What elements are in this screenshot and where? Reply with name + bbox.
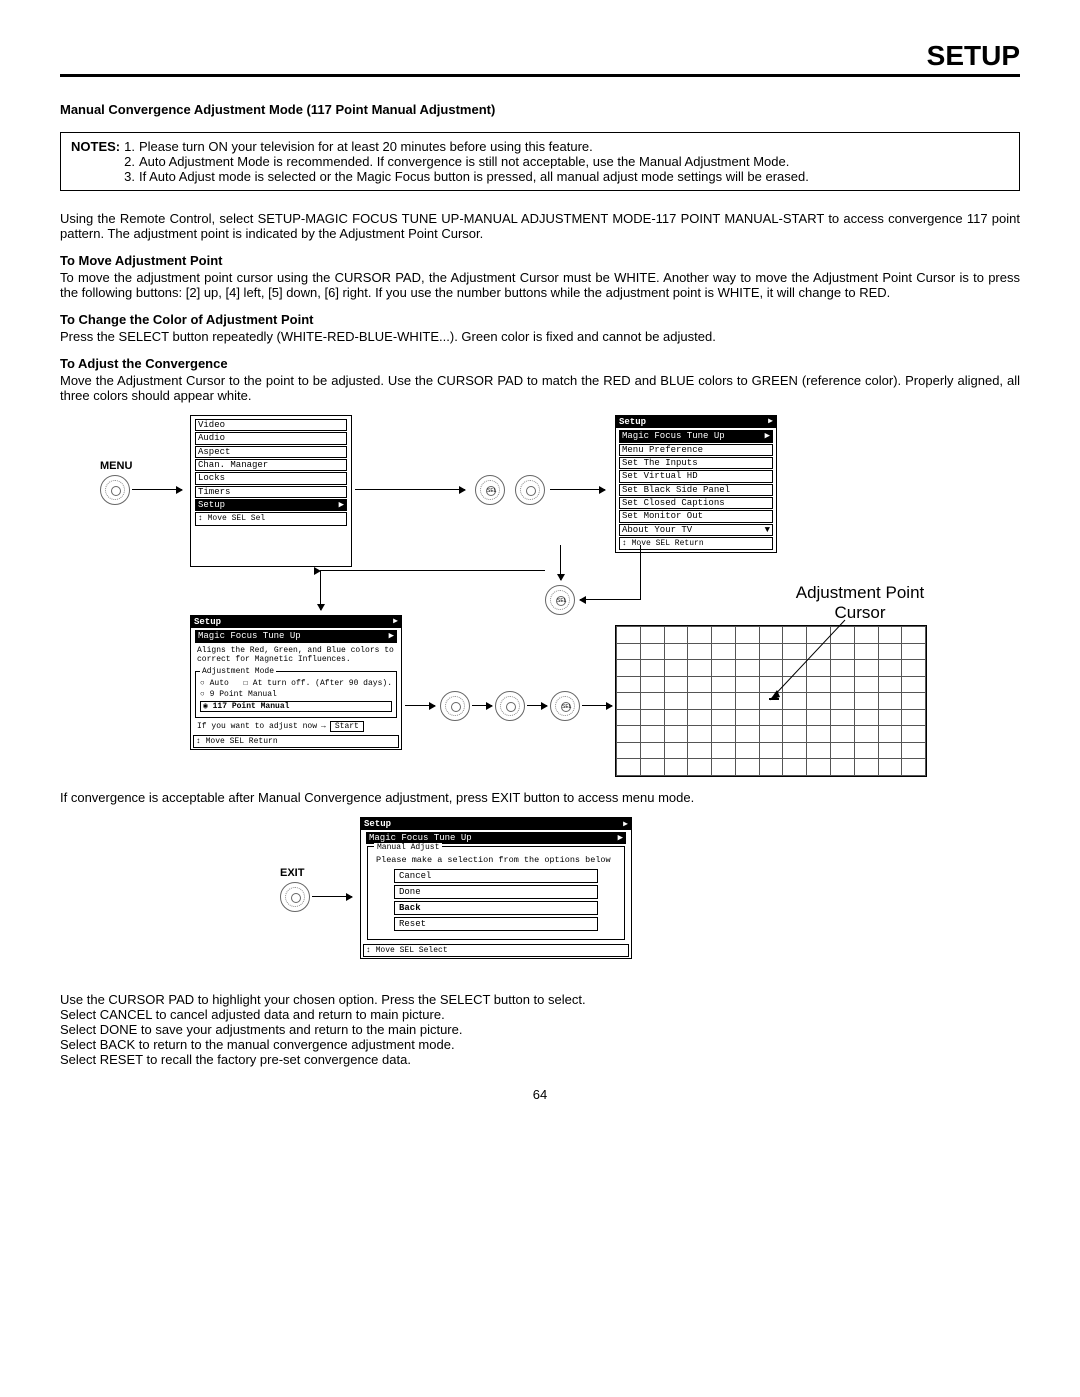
tail-4: Select BACK to return to the manual conv…	[60, 1037, 1020, 1052]
color-paragraph: Press the SELECT button repeatedly (WHIT…	[60, 329, 1020, 344]
exit-button-icon	[280, 882, 310, 912]
menu-label: MENU	[100, 460, 132, 472]
note-1: Please turn ON your television for at le…	[139, 139, 813, 154]
option-done: Done	[394, 885, 598, 899]
exit-label: EXIT	[280, 867, 304, 879]
move-paragraph: To move the adjustment point cursor usin…	[60, 270, 1020, 300]
arrow-icon	[355, 489, 465, 490]
diagram-area: MENU Video Audio Aspect Chan. Manager Lo…	[100, 415, 980, 785]
menu-item: Set Virtual HD	[619, 470, 773, 482]
select-button-icon: SEL	[475, 475, 505, 505]
cursor-pad-icon	[515, 475, 545, 505]
arrow-icon	[405, 705, 435, 706]
color-heading: To Change the Color of Adjustment Point	[60, 312, 313, 327]
menu-item: Set Monitor Out	[619, 510, 773, 522]
menu-item: Timers	[195, 486, 347, 498]
option-cancel: Cancel	[394, 869, 598, 883]
option-reset: Reset	[394, 917, 598, 931]
select-button-icon: SEL	[550, 691, 580, 721]
menu-item-selected: Magic Focus Tune Up▶	[619, 430, 773, 442]
menu-item: Set Closed Captions	[619, 497, 773, 509]
option-at-turnoff: ☐ At turn off. (After 90 days).	[243, 679, 392, 688]
page-header: SETUP	[60, 40, 1020, 77]
tail-2: Select CANCEL to cancel adjusted data an…	[60, 1007, 1020, 1022]
menu-footer: ↕ Move SEL Return	[619, 537, 773, 550]
start-button: Start	[330, 721, 364, 732]
osd-main-menu: Video Audio Aspect Chan. Manager Locks T…	[190, 415, 352, 567]
notes-label: NOTES:	[71, 139, 124, 154]
arrow-icon	[472, 705, 492, 706]
arrow-icon	[312, 896, 352, 897]
arrow-icon	[560, 545, 561, 580]
note-3: If Auto Adjust mode is selected or the M…	[139, 169, 813, 184]
select-button-icon: SEL	[545, 585, 575, 615]
osd-setup-menu: Setup▶ Magic Focus Tune Up▶ Menu Prefere…	[615, 415, 777, 553]
menu-item: Audio	[195, 432, 347, 444]
adjustment-mode-fieldset: Adjustment Mode ○ Auto ☐ At turn off. (A…	[195, 667, 397, 718]
adjust-heading: To Adjust the Convergence	[60, 356, 228, 371]
focus-description: Aligns the Red, Green, and Blue colors t…	[197, 646, 395, 664]
page-number: 64	[60, 1087, 1020, 1102]
menu-item: About Your TV▼	[619, 524, 773, 536]
osd-manual-adjust: Setup▶ Magic Focus Tune Up▶ Manual Adjus…	[360, 817, 632, 959]
arrow-icon	[527, 705, 547, 706]
option-117pt-selected: ◉ 117 Point Manual	[200, 701, 392, 712]
menu-footer: ↕ Move SEL Return	[193, 735, 399, 748]
section-title: Manual Convergence Adjustment Mode (117 …	[60, 102, 1020, 117]
note-2: Auto Adjustment Mode is recommended. If …	[139, 154, 813, 169]
menu-button-icon	[100, 475, 130, 505]
exit-diagram: EXIT Setup▶ Magic Focus Tune Up▶ Manual …	[280, 817, 800, 977]
menu-item: Locks	[195, 472, 347, 484]
osd-magic-focus: Setup▶ Magic Focus Tune Up▶ Aligns the R…	[190, 615, 402, 750]
after-paragraph: If convergence is acceptable after Manua…	[60, 790, 1020, 805]
note-num: 3.	[124, 169, 139, 184]
adjust-paragraph: Move the Adjustment Cursor to the point …	[60, 373, 1020, 403]
note-num: 2.	[124, 154, 139, 169]
manual-adjust-prompt: Please make a selection from the options…	[376, 855, 618, 865]
option-back-selected: Back	[394, 901, 598, 915]
option-9pt: ○ 9 Point Manual	[200, 690, 392, 699]
move-heading: To Move Adjustment Point	[60, 253, 223, 268]
option-auto: ○ Auto	[200, 679, 229, 688]
tail-3: Select DONE to save your adjustments and…	[60, 1022, 1020, 1037]
tail-1: Use the CURSOR PAD to highlight your cho…	[60, 992, 1020, 1007]
menu-item: Set Black Side Panel	[619, 484, 773, 496]
start-line: If you want to adjust now → Start	[197, 721, 395, 732]
arrow-icon	[550, 489, 605, 490]
menu-item: Chan. Manager	[195, 459, 347, 471]
menu-item: Aspect	[195, 446, 347, 458]
menu-item: Menu Preference	[619, 444, 773, 456]
menu-item: Set The Inputs	[619, 457, 773, 469]
arrow-icon	[580, 599, 640, 600]
cursor-pad-icon	[495, 691, 525, 721]
tail-5: Select RESET to recall the factory pre-s…	[60, 1052, 1020, 1067]
pointer-line-icon	[765, 615, 855, 705]
arrow-icon	[132, 489, 182, 490]
line-icon	[640, 545, 641, 600]
menu-footer: ↕ Move SEL Select	[363, 944, 629, 957]
menu-item: Video	[195, 419, 347, 431]
note-num: 1.	[124, 139, 139, 154]
arrow-icon	[320, 570, 321, 610]
menu-footer: ↕ Move SEL Sel	[195, 512, 347, 525]
menu-item-selected: Setup▶	[195, 499, 347, 511]
arrow-icon	[582, 705, 612, 706]
cursor-pad-icon	[440, 691, 470, 721]
notes-box: NOTES: 1. Please turn ON your television…	[60, 132, 1020, 191]
intro-paragraph: Using the Remote Control, select SETUP-M…	[60, 211, 1020, 241]
